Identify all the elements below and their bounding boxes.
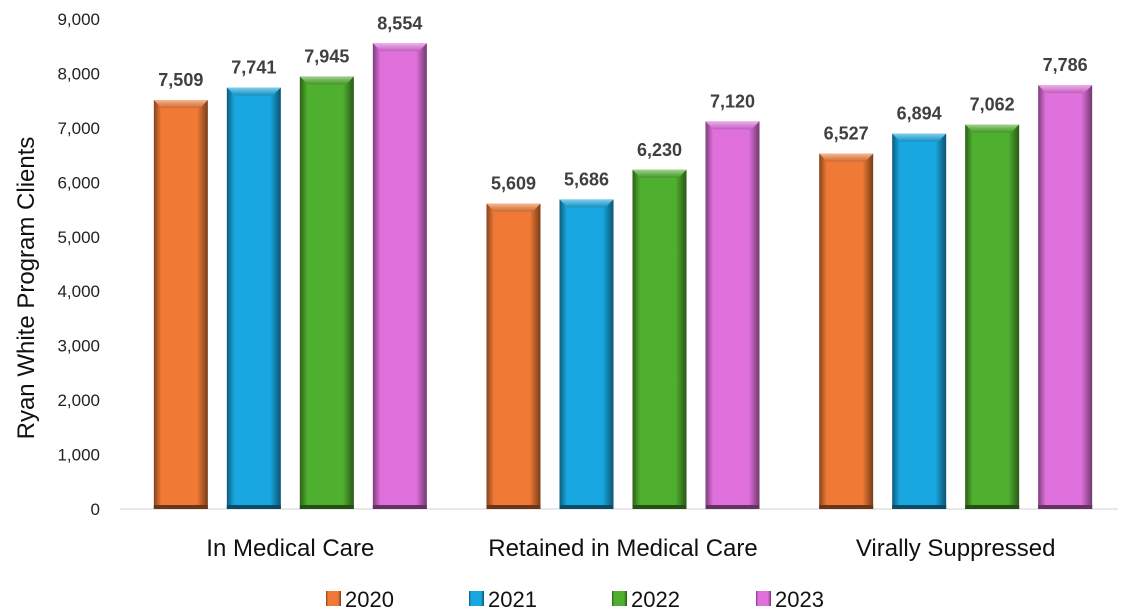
legend-swatch [326, 591, 341, 606]
bar-body [819, 153, 874, 509]
bar-top-bevel [153, 100, 208, 109]
bar-base [226, 505, 281, 509]
bar-2023-1 [705, 121, 760, 509]
y-tick-label: 9,000 [57, 10, 100, 29]
y-axis: 0 1,000 2,000 3,000 4,000 5,000 6,000 7,000 8,00… [57, 10, 1118, 519]
legend-item-2021: 2021 [469, 587, 537, 612]
y-tick-label: 8,000 [57, 64, 100, 83]
legend-swatch [612, 591, 627, 606]
y-axis-title: Ryan White Program Clients [13, 137, 40, 440]
legend-label: 2023 [775, 587, 824, 610]
bar-base [632, 505, 687, 509]
bar-body [705, 121, 760, 509]
y-tick-label: 3,000 [57, 337, 100, 356]
data-label: 7,509 [158, 70, 203, 90]
bar-base [892, 505, 947, 509]
bar-2021-2 [892, 133, 947, 509]
category-label: In Medical Care [206, 535, 374, 562]
bar-body [226, 87, 281, 509]
bar-top-bevel [632, 169, 687, 178]
y-tick-label: 1,000 [57, 446, 100, 465]
legend-item-2023: 2023 [756, 587, 824, 612]
legend: 2020 2021 2022 2023 [326, 587, 824, 612]
bar-top-bevel [705, 121, 760, 130]
bar-top-bevel [299, 76, 354, 85]
bar-body [892, 133, 947, 509]
category-labels: In Medical Care Retained in Medical Care V… [206, 535, 1055, 562]
data-label: 7,741 [231, 58, 276, 78]
bar-base [705, 505, 760, 509]
bar-top-bevel [559, 199, 614, 208]
bar-top-bevel [819, 153, 874, 162]
bar-2022-1 [632, 169, 687, 510]
bar-top-bevel [372, 43, 427, 52]
bar-2021-1 [559, 199, 614, 509]
legend-item-2022: 2022 [612, 587, 680, 612]
legend-item-2020: 2020 [326, 587, 394, 612]
y-tick-label: 0 [91, 500, 100, 519]
bar-body [153, 100, 208, 509]
bar-base [372, 505, 427, 509]
legend-swatch [469, 591, 484, 606]
bar-2022-0 [299, 76, 354, 509]
category-label: Retained in Medical Care [488, 535, 757, 562]
y-tick-label: 2,000 [57, 391, 100, 410]
bar-2023-2 [1038, 85, 1093, 510]
bar-top-bevel [892, 133, 947, 142]
bar-2020-0 [153, 100, 208, 509]
bar-body [299, 76, 354, 509]
data-label: 5,609 [491, 174, 536, 194]
data-label: 7,120 [710, 91, 755, 111]
y-tick-label: 4,000 [57, 282, 100, 301]
legend-label: 2022 [631, 587, 680, 610]
legend-swatch [756, 591, 771, 606]
value-labels: 7,509 7,741 7,945 8,554 5,609 5,686 6,230 7,120… [158, 13, 1087, 193]
bar-2021-0 [226, 87, 281, 509]
bar-body [1038, 85, 1093, 510]
bar-base [299, 505, 354, 509]
bar-base [486, 505, 541, 509]
bar-body [372, 43, 427, 509]
data-label: 7,062 [970, 95, 1015, 115]
y-tick-label: 6,000 [57, 173, 100, 192]
bar-2023-0 [372, 43, 427, 509]
bar-body [559, 199, 614, 509]
legend-label: 2021 [488, 587, 537, 610]
y-tick-label: 5,000 [57, 228, 100, 247]
bars [153, 43, 1093, 510]
bar-base [819, 505, 874, 509]
bar-top-bevel [486, 203, 541, 212]
data-label: 7,945 [304, 46, 349, 66]
bar-2020-1 [486, 203, 541, 510]
bar-base [1038, 505, 1093, 509]
data-label: 6,230 [637, 140, 682, 160]
data-label: 6,527 [824, 124, 869, 144]
bar-2020-2 [819, 153, 874, 509]
bar-body [965, 124, 1020, 509]
bar-top-bevel [226, 87, 281, 96]
bar-body [486, 203, 541, 510]
data-label: 6,894 [897, 104, 942, 124]
bar-base [965, 505, 1020, 509]
legend-label: 2020 [345, 587, 394, 610]
bar-2022-2 [965, 124, 1020, 509]
bar-base [559, 505, 614, 509]
data-label: 7,786 [1043, 55, 1088, 75]
category-label: Virally Suppressed [856, 535, 1056, 562]
bar-top-bevel [1038, 85, 1093, 94]
data-label: 5,686 [564, 169, 609, 189]
y-tick-label: 7,000 [57, 119, 100, 138]
data-label: 8,554 [377, 13, 422, 33]
bar-base [153, 505, 208, 509]
bar-body [632, 169, 687, 510]
bar-top-bevel [965, 124, 1020, 133]
